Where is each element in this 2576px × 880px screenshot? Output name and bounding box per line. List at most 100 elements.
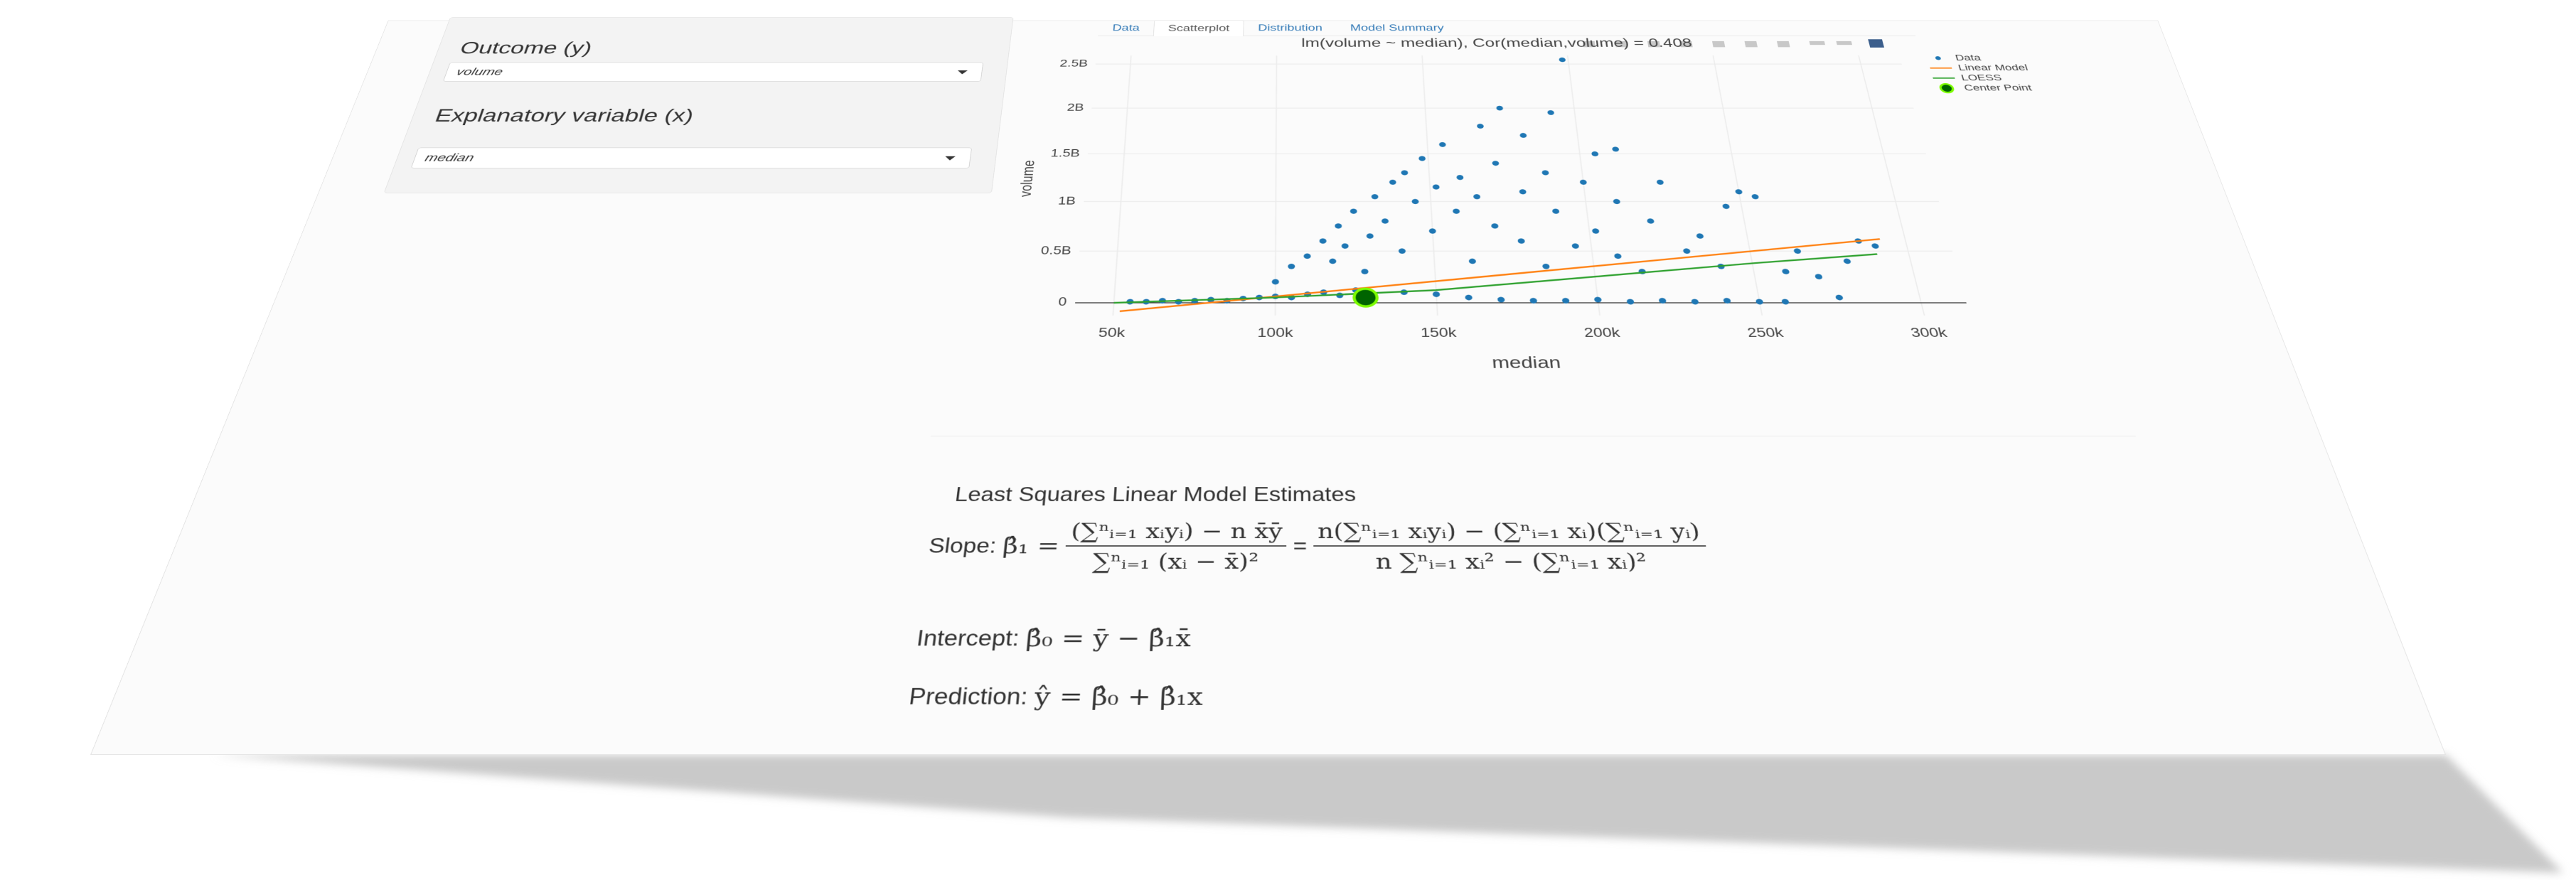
data-point — [1432, 291, 1441, 298]
legend-label: Linear Model — [1957, 63, 2029, 73]
data-point — [1329, 258, 1337, 264]
x-tick-label: 50k — [1098, 326, 1126, 340]
data-point — [1613, 198, 1621, 205]
data-point — [1341, 243, 1349, 249]
y-tick-label: 2B — [1067, 102, 1084, 113]
y-tick-label: 2.5B — [1059, 58, 1089, 68]
data-point — [1288, 263, 1295, 269]
modebar-button[interactable] — [1711, 41, 1726, 48]
data-point — [1398, 248, 1406, 254]
data-point — [1734, 189, 1743, 195]
legend-label: LOESS — [1960, 73, 2004, 82]
data-point — [1452, 208, 1460, 214]
data-point — [1834, 294, 1844, 301]
fraction: n(∑ⁿᵢ₌₁ xᵢyᵢ) − (∑ⁿᵢ₌₁ xᵢ)(∑ⁿᵢ₌₁ yᵢ) n ∑ⁿ… — [1313, 518, 1710, 574]
grid-line — [1713, 55, 1762, 316]
data-point — [1696, 233, 1704, 239]
data-point — [1371, 194, 1379, 200]
app-window: Outcome (y) volume Explanatory variable … — [90, 16, 2446, 755]
data-point — [1366, 233, 1374, 239]
data-point — [1492, 161, 1500, 166]
slope-row: Slope: β̂₁ = (∑ⁿᵢ₌₁ xᵢyᵢ) − n x̄ȳ ∑ⁿᵢ₌₁ (… — [925, 518, 1716, 574]
legend-label: Center Point — [1963, 83, 2033, 92]
data-point — [1541, 263, 1550, 269]
data-point — [1559, 57, 1566, 63]
data-point — [1517, 238, 1525, 244]
data-point — [1175, 299, 1182, 305]
data-point — [1411, 198, 1419, 205]
data-point — [1465, 294, 1473, 301]
modebar-button[interactable] — [1836, 41, 1852, 45]
grid-line — [1113, 55, 1131, 316]
data-point — [1381, 218, 1389, 224]
modebar-button[interactable] — [1809, 41, 1825, 45]
data-point — [1547, 110, 1555, 115]
data-point — [1613, 253, 1622, 259]
y-tick-label: 1B — [1057, 195, 1076, 207]
data-point — [1551, 208, 1560, 214]
data-point — [1519, 189, 1527, 195]
data-point — [1271, 279, 1279, 285]
x-tick-label: 250k — [1746, 326, 1785, 340]
x-tick-label: 100k — [1257, 326, 1293, 340]
data-point — [1389, 179, 1396, 185]
x-tick-label: 150k — [1421, 326, 1458, 340]
data-point — [1591, 228, 1600, 234]
slope-lhs: β̂₁ = — [1001, 532, 1061, 559]
slope-label: Slope: — [927, 534, 998, 557]
y-tick-label: 0.5B — [1040, 244, 1071, 257]
plotly-logo[interactable] — [1868, 39, 1885, 48]
y-axis-label: volume — [1017, 160, 1038, 197]
x-tick-label: 300k — [1909, 326, 1949, 340]
chart-title: lm(volume ~ median), Cor(median,volume) … — [1301, 37, 1693, 50]
data-point — [1682, 248, 1691, 254]
prediction-row: Prediction: ŷ = β̂₀ + β̂₁x — [907, 682, 1203, 712]
y-tick-label: 0 — [1058, 295, 1067, 308]
data-point — [1755, 299, 1764, 305]
data-point — [1591, 151, 1599, 156]
data-point — [1438, 141, 1446, 147]
data-point — [1647, 218, 1655, 224]
data-point — [1335, 223, 1342, 229]
grid-line — [1859, 55, 1925, 316]
data-point — [1843, 258, 1851, 264]
numerator: (∑ⁿᵢ₌₁ xᵢyᵢ) − n x̄ȳ — [1066, 518, 1287, 547]
data-point — [1319, 238, 1327, 244]
data-point — [1626, 299, 1635, 305]
line — [1120, 239, 1898, 311]
legend-symbol — [1935, 56, 1942, 60]
data-point — [1611, 146, 1620, 152]
modebar-button[interactable] — [1744, 41, 1758, 48]
data-point — [1456, 175, 1464, 181]
data-point — [1428, 228, 1436, 234]
equals: = — [1293, 534, 1308, 557]
data-point — [1781, 269, 1790, 274]
center-point — [1354, 289, 1377, 306]
fraction: (∑ⁿᵢ₌₁ xᵢyᵢ) − n x̄ȳ ∑ⁿᵢ₌₁ (xᵢ − x̄)² — [1064, 518, 1287, 574]
data-point — [1593, 296, 1602, 303]
x-axis-label: median — [1491, 353, 1561, 372]
modebar-button[interactable] — [1776, 41, 1790, 48]
data-point — [1401, 170, 1409, 176]
data-point — [1468, 258, 1477, 264]
data-point — [1721, 203, 1731, 209]
data-point — [1571, 243, 1580, 249]
data-point — [1432, 184, 1440, 190]
numerator: n(∑ⁿᵢ₌₁ xᵢyᵢ) − (∑ⁿᵢ₌₁ xᵢ)(∑ⁿᵢ₌₁ yᵢ) — [1313, 518, 1706, 547]
data-point — [1491, 223, 1499, 229]
denominator: ∑ⁿᵢ₌₁ (xᵢ − x̄)² — [1091, 549, 1259, 574]
intercept-formula: β̂₀ = ȳ − β̂₁x̄ — [1025, 624, 1192, 653]
data-point — [1497, 296, 1505, 303]
data-point — [1541, 170, 1549, 176]
data-point — [1656, 179, 1664, 185]
shadow — [213, 755, 2563, 873]
data-point — [1751, 194, 1760, 200]
data-point — [1350, 208, 1357, 214]
prediction-formula: ŷ = β̂₀ + β̂₁x — [1033, 682, 1204, 712]
data-point — [1418, 156, 1426, 161]
data-point — [1793, 248, 1802, 254]
data-point — [1871, 243, 1880, 249]
intercept-label: Intercept: — [915, 626, 1021, 651]
